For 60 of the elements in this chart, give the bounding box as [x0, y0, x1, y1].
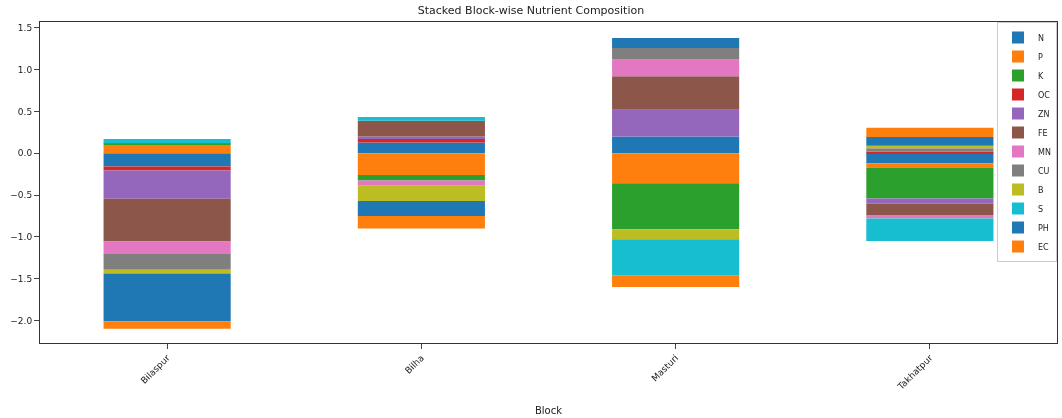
bar — [612, 136, 740, 154]
bar — [103, 139, 231, 144]
bar — [612, 47, 740, 60]
bar — [866, 163, 994, 168]
y-tick-label: 1.0 — [17, 64, 33, 75]
bar — [866, 127, 994, 137]
bar — [357, 180, 485, 186]
legend-label: FE — [1038, 128, 1048, 138]
bar — [357, 153, 485, 175]
legend-label: K — [1038, 71, 1044, 81]
legend-label: PH — [1038, 223, 1049, 233]
legend-label: N — [1038, 33, 1044, 43]
bar — [103, 144, 231, 154]
bar — [103, 153, 231, 167]
bar — [357, 174, 485, 181]
y-tick-label: −1.0 — [10, 231, 33, 242]
y-tick-label: −2.0 — [10, 315, 33, 326]
bar — [103, 273, 231, 322]
y-tick-label: −1.5 — [10, 273, 33, 284]
bar — [103, 321, 231, 329]
bar — [103, 198, 231, 242]
bar — [612, 37, 740, 48]
bar — [357, 185, 485, 201]
x-axis-title: Block — [534, 404, 563, 416]
bar — [612, 183, 740, 230]
y-tick-label: −0.5 — [10, 190, 33, 201]
bar — [612, 239, 740, 276]
bar — [103, 241, 231, 254]
bar — [103, 253, 231, 270]
y-tick-label: 0.5 — [17, 106, 33, 117]
bar — [612, 109, 740, 137]
bar — [866, 136, 994, 146]
bar — [866, 203, 994, 216]
bar — [866, 198, 994, 204]
legend-label: MN — [1038, 147, 1051, 157]
bar — [357, 116, 485, 121]
bar — [612, 76, 740, 110]
y-tick-label: 1.5 — [17, 23, 33, 33]
bar — [866, 167, 994, 199]
bar — [866, 218, 994, 242]
legend-label: EC — [1038, 242, 1050, 252]
bar — [612, 229, 740, 240]
legend-label: ZN — [1038, 109, 1050, 119]
legend-label: B — [1038, 185, 1044, 195]
bar — [103, 269, 231, 274]
bar — [866, 153, 994, 164]
y-tick-label: 0.0 — [17, 148, 33, 159]
chart-title: Stacked Block-wise Nutrient Composition — [417, 3, 645, 17]
bar — [103, 170, 231, 199]
legend-label: CU — [1038, 166, 1050, 176]
bar — [612, 153, 740, 184]
legend-label: OC — [1038, 90, 1051, 100]
legend-label: P — [1038, 52, 1043, 62]
legend-label: S — [1038, 204, 1044, 214]
bar — [357, 200, 485, 216]
bar — [357, 142, 485, 154]
bar — [357, 215, 485, 229]
bar — [357, 120, 485, 137]
bar — [612, 275, 740, 287]
bar — [612, 59, 740, 77]
